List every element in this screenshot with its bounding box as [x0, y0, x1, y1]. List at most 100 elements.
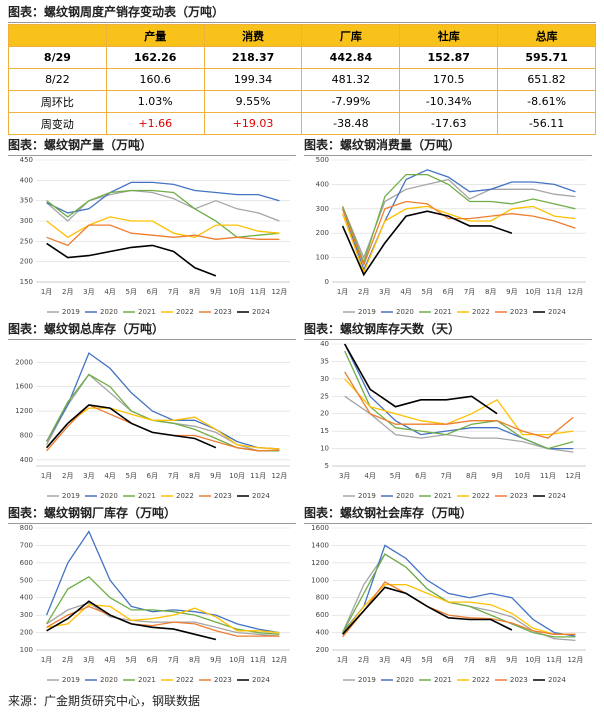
series-line: [45, 404, 217, 449]
table-cell: 162.26: [105, 46, 205, 69]
series-line: [344, 371, 574, 439]
chart: 100 200 300 400 500 600 700 800 1月 2月 3月 4月 5月 6月 7月 8月…: [6, 522, 296, 692]
legend-label: 2023: [214, 308, 232, 316]
x-tick-label: 6月: [415, 472, 426, 480]
summary-table: 产量 消费 厂库 社库 总库 8/29 162.26 218.37 442.84 152.87 59…: [8, 24, 596, 135]
table-cell: +19.03: [203, 112, 303, 135]
x-tick-label: 8月: [189, 288, 200, 296]
chart-svg: 150 200 250 300 350 400 450 1月 2月 3月 4月 5月 6月 7月 8月 9月 1…: [20, 156, 290, 316]
column-header: 厂库: [301, 24, 401, 47]
x-tick-label: 7月: [168, 656, 179, 664]
legend-label: 2022: [472, 308, 490, 316]
y-tick-label: 20: [320, 410, 329, 418]
legend-label: 2022: [176, 308, 194, 316]
row-label: 8/29: [8, 46, 107, 69]
x-tick-label: 7月: [464, 656, 475, 664]
table-cell: -8.61%: [497, 90, 596, 113]
legend-label: 2024: [548, 492, 566, 500]
y-tick-label: 500: [20, 576, 33, 584]
y-tick-label: 800: [20, 524, 33, 532]
legend-label: 2021: [434, 492, 452, 500]
chart-title: 图表：螺纹钢社会库存（万吨）: [304, 504, 592, 524]
y-tick-label: 1000: [311, 576, 329, 584]
x-tick-label: 1月: [41, 288, 52, 296]
legend-label: 2019: [358, 676, 376, 684]
y-tick-label: 200: [316, 646, 329, 654]
table-cell: -7.99%: [301, 90, 401, 113]
y-tick-label: 300: [20, 217, 33, 225]
chart-title: 图表：螺纹钢库存天数（天）: [304, 320, 592, 340]
series-line: [341, 205, 576, 275]
x-tick-label: 1月: [337, 288, 348, 296]
chart: 5 10 15 20 25 30 35 40 3月 4月 5月 6月 7月 8月 9月 10月 11月 12月 20…: [302, 338, 592, 508]
y-tick-label: 400: [20, 176, 33, 184]
x-tick-label: 8月: [485, 656, 496, 664]
x-tick-label: 1月: [41, 656, 52, 664]
row-label: 周变动: [8, 112, 107, 135]
y-tick-label: 500: [316, 156, 329, 164]
x-tick-label: 4月: [104, 288, 115, 296]
column-header: 消费: [203, 24, 303, 47]
y-tick-label: 2000: [15, 358, 33, 366]
table-cell: 651.82: [497, 68, 596, 91]
y-tick-label: 1400: [311, 541, 329, 549]
series-line: [344, 350, 574, 450]
legend-label: 2020: [100, 492, 118, 500]
x-tick-label: 10月: [525, 656, 541, 664]
legend-label: 2020: [396, 676, 414, 684]
x-tick-label: 8月: [189, 656, 200, 664]
table-cell: 160.6: [105, 68, 205, 91]
table-row: 周变动 +1.66 +19.03 -38.48 -17.63 -56.11: [8, 112, 596, 135]
series-line: [344, 395, 574, 453]
x-tick-label: 7月: [168, 288, 179, 296]
chart-svg: 400 800 1200 1600 2000 1月 2月 3月 4月 5月 6月 7月 8月 9月 10月 1…: [15, 352, 290, 500]
series-line: [342, 581, 576, 638]
series-line: [46, 605, 280, 637]
x-tick-label: 3月: [83, 656, 94, 664]
x-tick-label: 9月: [506, 288, 517, 296]
x-tick-label: 9月: [491, 472, 502, 480]
x-tick-label: 10月: [525, 288, 541, 296]
legend-label: 2024: [252, 492, 270, 500]
legend-label: 2022: [472, 676, 490, 684]
legend-label: 2019: [358, 492, 376, 500]
chart: 200 400 600 800 1000 1200 1400 1600 1月 2月 3月 4月 5月 6月…: [302, 522, 592, 692]
x-tick-label: 6月: [443, 288, 454, 296]
legend-label: 2023: [214, 492, 232, 500]
series-line: [46, 224, 280, 247]
series-line: [46, 352, 280, 450]
table-cell: -56.11: [497, 112, 596, 135]
y-tick-label: 15: [320, 427, 329, 435]
chart: 0 100 200 300 400 500 1月 2月 3月 4月 5月 6月 7月 8月 9月 10月 11月…: [302, 154, 592, 324]
y-tick-label: 800: [20, 432, 33, 440]
legend-label: 2019: [62, 308, 80, 316]
chart-svg: 100 200 300 400 500 600 700 800 1月 2月 3月 4月 5月 6月 7月 8月…: [20, 524, 290, 684]
x-tick-label: 5月: [390, 472, 401, 480]
x-tick-label: 11月: [250, 472, 266, 480]
y-tick-label: 5: [325, 462, 329, 470]
y-tick-label: 0: [325, 278, 329, 286]
legend-label: 2019: [62, 492, 80, 500]
table-cell: 595.71: [497, 46, 596, 69]
legend-label: 2019: [62, 676, 80, 684]
x-tick-label: 4月: [400, 288, 411, 296]
x-tick-label: 2月: [358, 288, 369, 296]
legend-label: 2023: [214, 676, 232, 684]
table-cell: 1.03%: [105, 90, 205, 113]
y-tick-label: 400: [20, 594, 33, 602]
legend-label: 2020: [100, 308, 118, 316]
x-tick-label: 3月: [83, 472, 94, 480]
legend-label: 2024: [252, 676, 270, 684]
legend-label: 2023: [510, 676, 528, 684]
y-tick-label: 1600: [311, 524, 329, 532]
x-tick-label: 3月: [339, 472, 350, 480]
corner-cell: [8, 24, 107, 47]
legend-label: 2022: [176, 676, 194, 684]
table-cell: -17.63: [399, 112, 499, 135]
y-tick-label: 25: [320, 392, 329, 400]
x-tick-label: 3月: [379, 656, 390, 664]
y-tick-label: 1200: [15, 407, 33, 415]
series-line: [342, 553, 576, 638]
y-tick-label: 1600: [15, 383, 33, 391]
chart-svg: 200 400 600 800 1000 1200 1400 1600 1月 2月 3月 4月 5月 6月…: [311, 524, 586, 684]
